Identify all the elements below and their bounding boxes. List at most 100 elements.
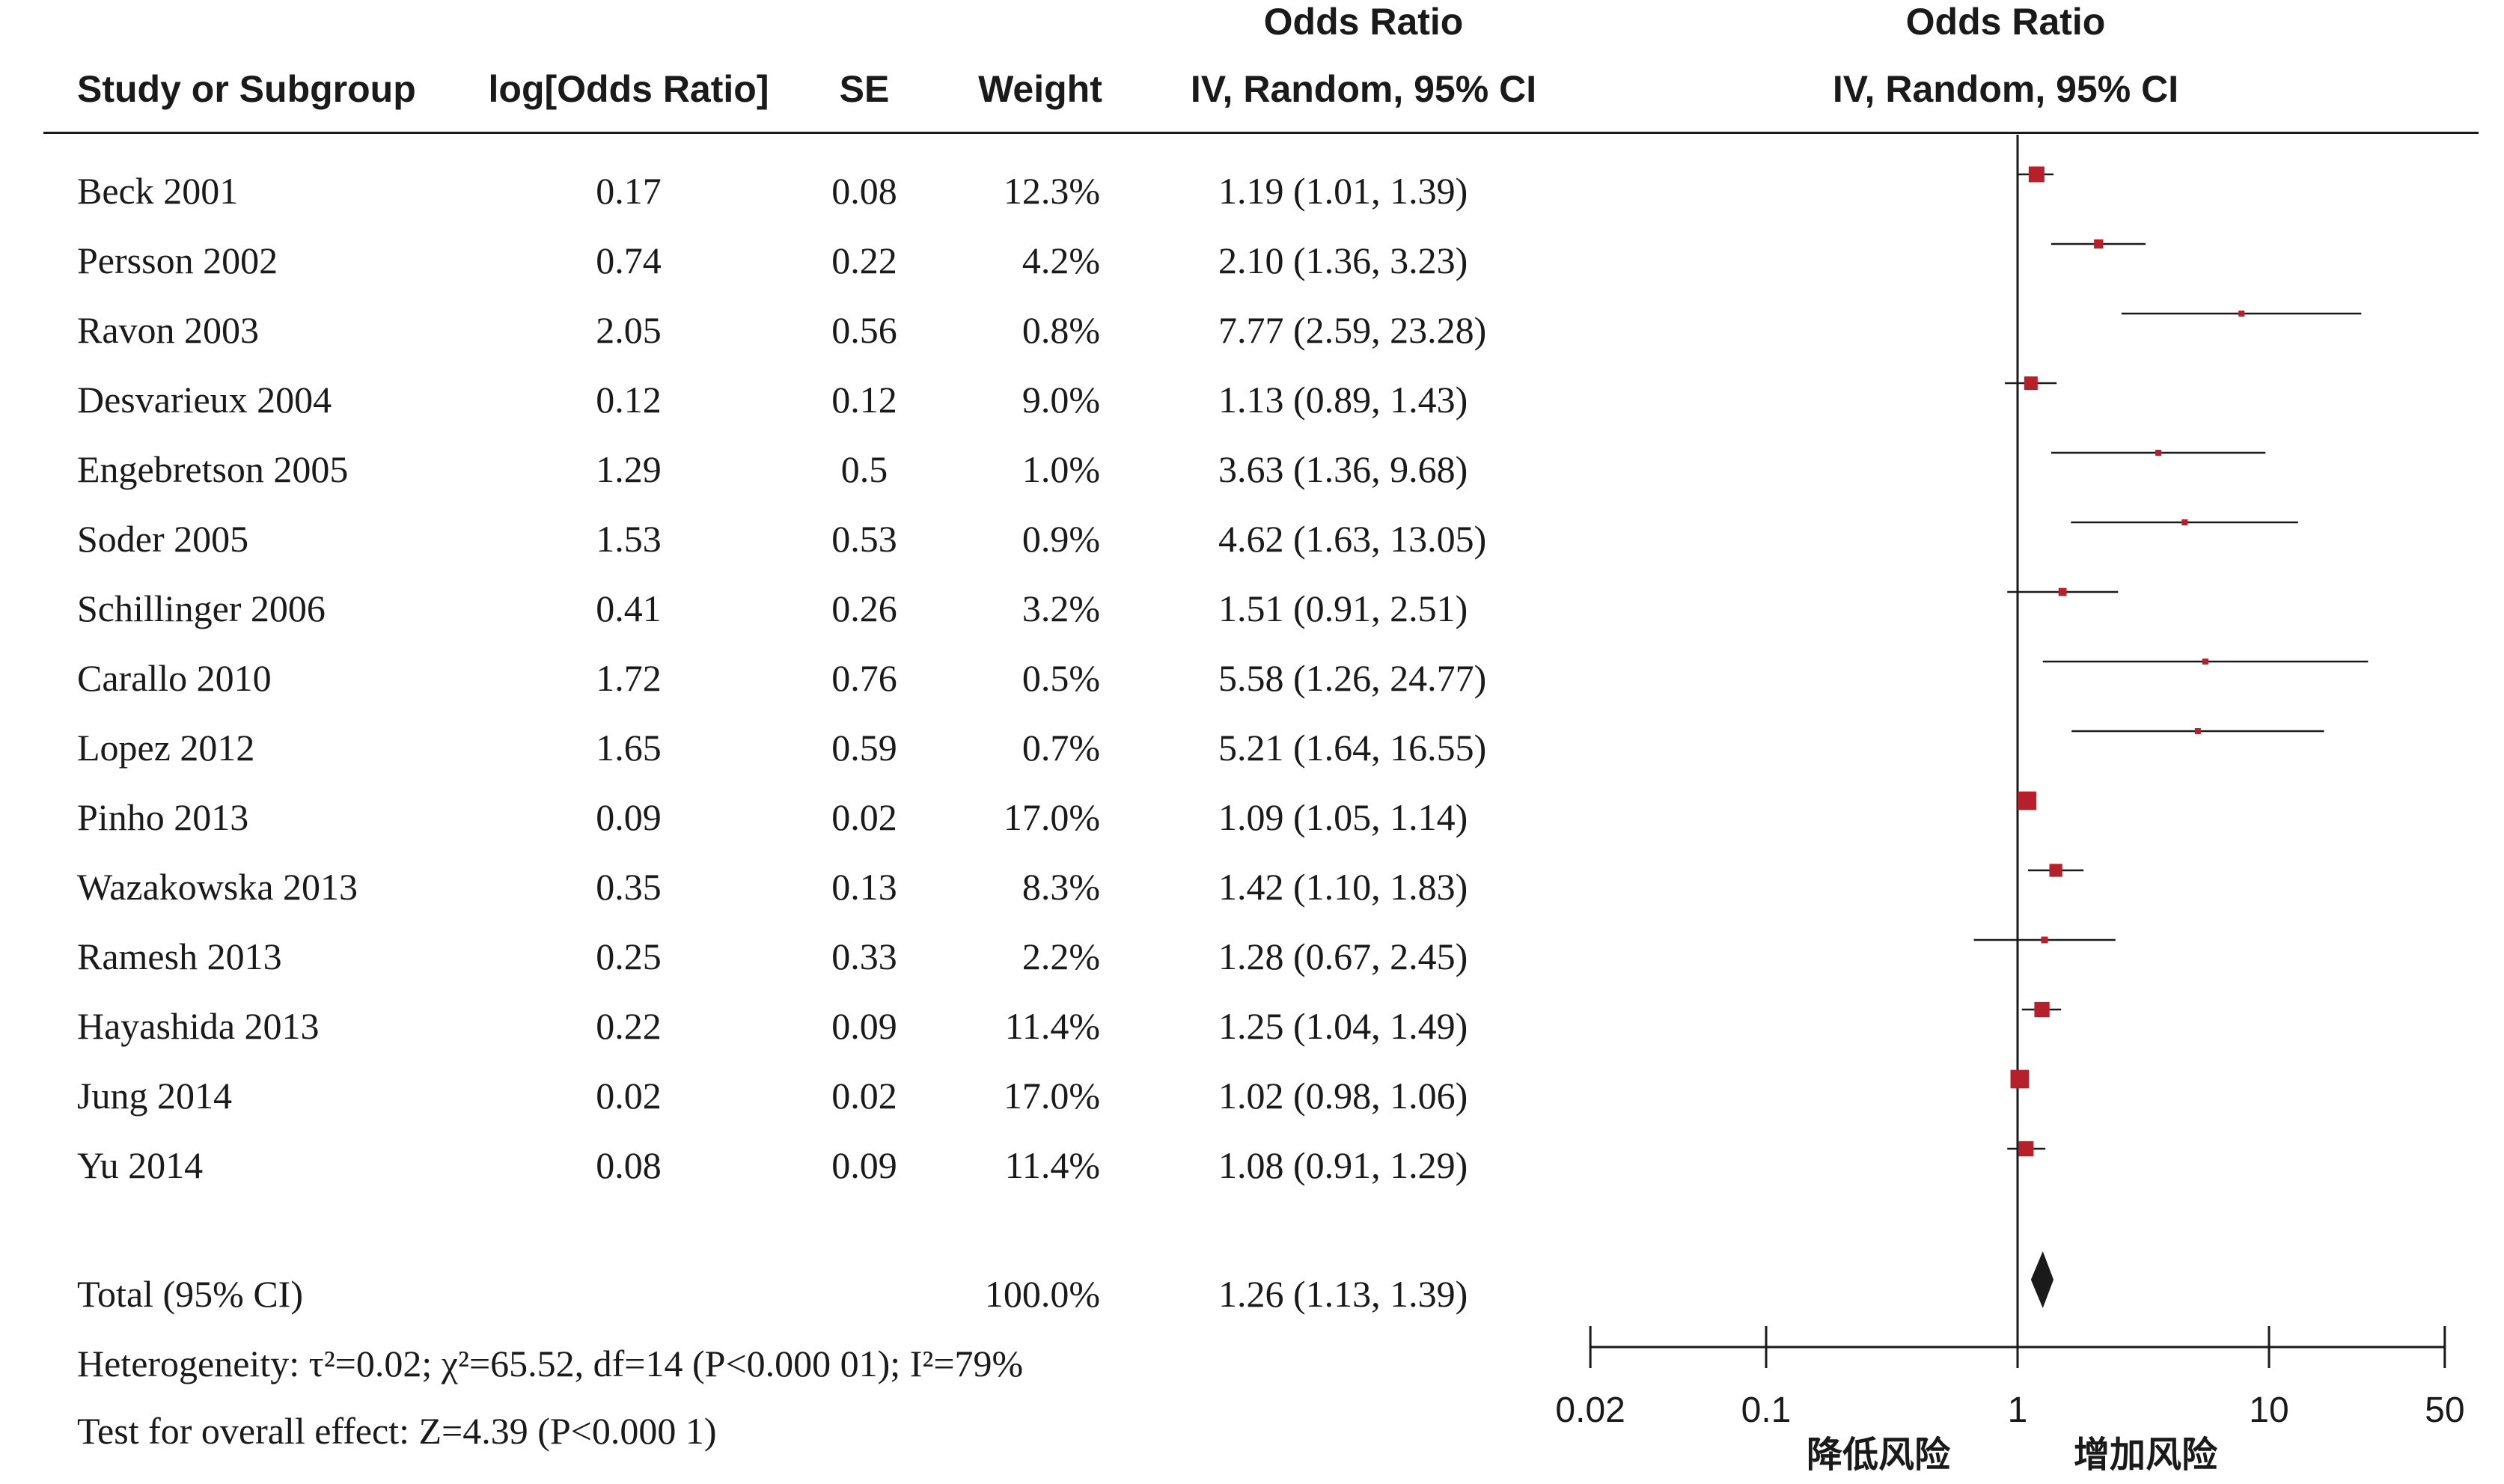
study-weight: 8.3% (1022, 866, 1100, 908)
plot-header-title: Odds Ratio (1263, 1, 1464, 43)
study-se: 0.02 (831, 796, 897, 838)
study-log-or: 0.35 (596, 866, 662, 908)
study-ci: 3.63 (1.36, 9.68) (1218, 448, 1468, 490)
study-name: Lopez 2012 (77, 727, 255, 769)
study-log-or: 0.12 (596, 379, 662, 421)
study-log-or: 0.74 (596, 239, 662, 281)
study-se: 0.59 (831, 727, 897, 769)
overall-effect-text: Test for overall effect: Z=4.39 (P<0.000… (77, 1410, 717, 1452)
header-weight: Weight (978, 68, 1102, 110)
study-marker (2155, 450, 2162, 456)
study-log-or: 0.09 (596, 796, 662, 838)
study-log-or: 1.53 (596, 518, 662, 560)
study-se: 0.09 (831, 1005, 897, 1047)
study-marker (2041, 936, 2048, 944)
study-se: 0.02 (831, 1075, 897, 1117)
forest-header-title: Odds Ratio (1905, 1, 2106, 43)
study-ci: 1.13 (0.89, 1.43) (1218, 379, 1468, 421)
study-weight: 17.0% (1003, 796, 1100, 838)
study-ci: 1.09 (1.05, 1.14) (1218, 796, 1468, 838)
study-weight: 3.2% (1022, 587, 1100, 629)
study-marker (2010, 1069, 2030, 1089)
study-log-or: 1.29 (596, 448, 662, 490)
study-ci: 1.51 (0.91, 2.51) (1218, 587, 1468, 629)
study-marker (2058, 587, 2067, 596)
study-se: 0.26 (831, 587, 897, 629)
x-tick-label: 50 (2425, 1390, 2464, 1430)
study-ci: 1.25 (1.04, 1.49) (1218, 1005, 1468, 1047)
study-marker (2049, 864, 2062, 877)
study-se: 0.13 (831, 866, 897, 908)
study-marker (2238, 311, 2245, 317)
study-name: Wazakowska 2013 (77, 866, 358, 908)
study-ci: 1.02 (0.98, 1.06) (1218, 1075, 1468, 1117)
heterogeneity-text: Heterogeneity: τ²=0.02; χ²=65.52, df=14 … (77, 1343, 1024, 1384)
x-tick-label: 0.1 (1741, 1390, 1792, 1430)
study-name: Pinho 2013 (77, 796, 249, 838)
study-ci: 1.19 (1.01, 1.39) (1218, 170, 1468, 212)
study-ci: 1.28 (0.67, 2.45) (1218, 935, 1468, 977)
header-divider (43, 132, 2479, 134)
study-log-or: 0.02 (596, 1075, 662, 1117)
study-log-or: 0.22 (596, 1005, 662, 1047)
study-name: Beck 2001 (77, 170, 239, 212)
header-study: Study or Subgroup (77, 68, 416, 110)
study-se: 0.5 (840, 448, 888, 490)
study-weight: 0.7% (1022, 727, 1100, 769)
total-weight: 100.0% (984, 1273, 1100, 1315)
x-tick-label: 0.02 (1555, 1390, 1625, 1430)
study-se: 0.08 (831, 170, 897, 212)
study-name: Desvarieux 2004 (77, 379, 332, 421)
study-log-or: 0.41 (596, 587, 662, 629)
study-marker (2018, 791, 2036, 810)
study-se: 0.12 (831, 379, 897, 421)
study-marker (2024, 376, 2038, 390)
study-weight: 2.2% (1022, 935, 1100, 977)
study-se: 0.22 (831, 239, 897, 281)
study-weight: 9.0% (1022, 379, 1100, 421)
header-or-method: IV, Random, 95% CI (1190, 68, 1537, 110)
study-marker (2194, 728, 2201, 734)
study-name: Carallo 2010 (77, 657, 272, 699)
study-log-or: 0.08 (596, 1144, 662, 1186)
study-log-or: 1.72 (596, 657, 662, 699)
study-se: 0.76 (831, 657, 897, 699)
study-name: Persson 2002 (77, 239, 278, 281)
study-weight: 11.4% (1004, 1144, 1100, 1186)
study-name: Soder 2005 (77, 518, 249, 560)
study-marker (2028, 166, 2045, 183)
header-log-or: log[Odds Ratio] (488, 68, 769, 110)
study-ci: 2.10 (1.36, 3.23) (1218, 239, 1468, 281)
study-marker (2034, 1001, 2050, 1018)
study-weight: 0.8% (1022, 309, 1100, 351)
study-weight: 4.2% (1022, 239, 1100, 281)
study-se: 0.56 (831, 309, 897, 351)
study-name: Yu 2014 (77, 1144, 204, 1186)
study-ci: 1.42 (1.10, 1.83) (1218, 866, 1468, 908)
study-ci: 4.62 (1.63, 13.05) (1218, 518, 1487, 560)
study-name: Ramesh 2013 (77, 935, 282, 977)
study-marker (2094, 239, 2104, 249)
study-se: 0.09 (831, 1144, 897, 1186)
study-ci: 1.08 (0.91, 1.29) (1218, 1144, 1468, 1186)
x-tick-label: 10 (2249, 1390, 2288, 1430)
study-marker (2018, 1141, 2034, 1157)
header-se: SE (839, 68, 890, 110)
total-ci: 1.26 (1.13, 1.39) (1218, 1273, 1468, 1315)
study-ci: 7.77 (2.59, 23.28) (1218, 309, 1487, 351)
study-weight: 0.9% (1022, 518, 1100, 560)
study-weight: 12.3% (1003, 170, 1100, 212)
x-tick-label: 1 (2008, 1390, 2028, 1430)
axis-label-increase-risk: 增加风险 (2074, 1434, 2218, 1476)
total-label: Total (95% CI) (77, 1273, 303, 1315)
study-ci: 5.21 (1.64, 16.55) (1218, 727, 1487, 769)
study-log-or: 0.17 (596, 170, 662, 212)
study-log-or: 2.05 (596, 309, 662, 351)
study-name: Engebretson 2005 (77, 448, 349, 490)
study-log-or: 0.25 (596, 935, 662, 977)
study-marker (2202, 659, 2208, 665)
study-se: 0.53 (831, 518, 897, 560)
study-marker (2181, 519, 2188, 525)
study-weight: 17.0% (1003, 1075, 1100, 1117)
